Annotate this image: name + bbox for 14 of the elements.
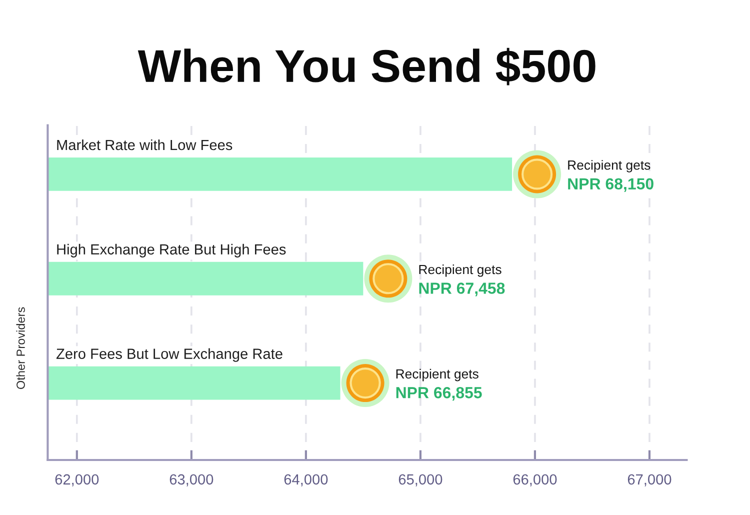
x-tick-label: 63,000 — [170, 474, 214, 486]
y-axis-title: Other Providers — [16, 307, 25, 389]
x-tick-label: 62,000 — [55, 474, 99, 486]
annotation: Recipient gets NPR 67,458 — [419, 264, 505, 296]
y-tick-label: Market Rate with Low Fees — [57, 139, 232, 150]
chart-title: When You Send $500 — [138, 48, 596, 86]
x-tick-label: 67,000 — [628, 474, 672, 486]
y-tick-label: Zero Fees But Low Exchange Rate — [56, 348, 282, 362]
x-tick-label: 65,000 — [398, 474, 442, 486]
x-tick-label: 64,000 — [284, 474, 328, 486]
annotation: Recipient gets NPR 68,150 — [568, 160, 654, 192]
x-tick-label: 66,000 — [513, 474, 557, 486]
y-tick-label: High Exchange Rate But High Fees — [57, 244, 286, 258]
annotation: Recipient gets NPR 66,855 — [396, 368, 482, 401]
